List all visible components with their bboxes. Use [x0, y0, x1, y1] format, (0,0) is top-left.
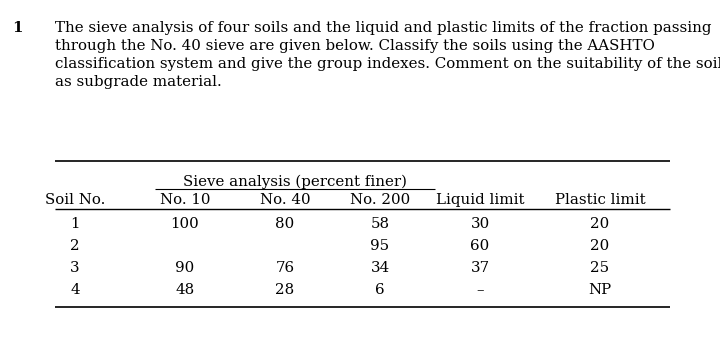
Text: 4: 4 [70, 283, 80, 297]
Text: 58: 58 [370, 217, 390, 231]
Text: Sieve analysis (percent finer): Sieve analysis (percent finer) [183, 175, 407, 189]
Text: 90: 90 [176, 261, 194, 275]
Text: through the No. 40 sieve are given below. Classify the soils using the AASHTO: through the No. 40 sieve are given below… [55, 39, 655, 53]
Text: 76: 76 [276, 261, 294, 275]
Text: 37: 37 [470, 261, 490, 275]
Text: classification system and give the group indexes. Comment on the suitability of : classification system and give the group… [55, 57, 720, 71]
Text: 34: 34 [370, 261, 390, 275]
Text: No. 200: No. 200 [350, 193, 410, 207]
Text: 48: 48 [176, 283, 194, 297]
Text: 20: 20 [590, 239, 610, 253]
Text: No. 40: No. 40 [260, 193, 310, 207]
Text: Liquid limit: Liquid limit [436, 193, 524, 207]
Text: 30: 30 [470, 217, 490, 231]
Text: 80: 80 [275, 217, 294, 231]
Text: 100: 100 [171, 217, 199, 231]
Text: as subgrade material.: as subgrade material. [55, 75, 222, 89]
Text: Plastic limit: Plastic limit [554, 193, 645, 207]
Text: No. 10: No. 10 [160, 193, 210, 207]
Text: 60: 60 [470, 239, 490, 253]
Text: 28: 28 [275, 283, 294, 297]
Text: 20: 20 [590, 217, 610, 231]
Text: 3: 3 [70, 261, 80, 275]
Text: NP: NP [588, 283, 611, 297]
Text: 1: 1 [71, 217, 80, 231]
Text: 6: 6 [375, 283, 384, 297]
Text: 95: 95 [370, 239, 390, 253]
Text: 1: 1 [12, 21, 22, 35]
Text: The sieve analysis of four soils and the liquid and plastic limits of the fracti: The sieve analysis of four soils and the… [55, 21, 711, 35]
Text: 2: 2 [70, 239, 80, 253]
Text: Soil No.: Soil No. [45, 193, 105, 207]
Text: 25: 25 [590, 261, 610, 275]
Text: –: – [476, 283, 484, 297]
